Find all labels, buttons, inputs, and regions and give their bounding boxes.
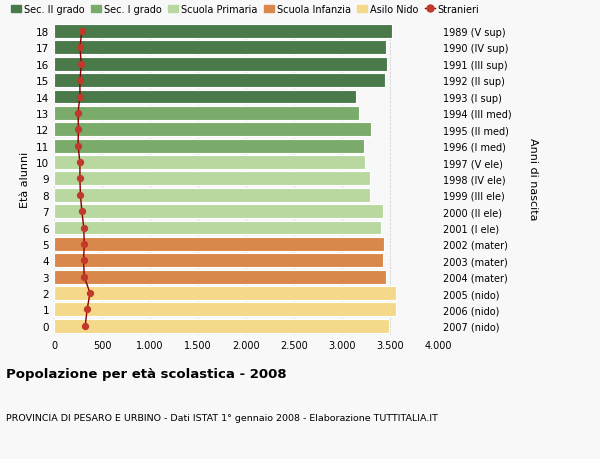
Point [75,94,85,101]
Point [77,28,86,36]
Point [74,126,83,134]
Bar [54,90,356,104]
Point [80,322,90,330]
Point [73,143,83,150]
Bar [54,123,371,137]
Y-axis label: Anni di nascita: Anni di nascita [528,138,538,220]
Bar [54,188,370,202]
Bar [54,270,386,284]
Bar [54,106,359,121]
Bar [54,205,383,218]
Bar [54,74,385,88]
Bar [54,172,370,186]
Point [75,175,85,183]
Point [85,290,95,297]
Bar [54,303,396,317]
Point [73,110,83,118]
Bar [54,41,386,55]
Text: PROVINCIA DI PESARO E URBINO - Dati ISTAT 1° gennaio 2008 - Elaborazione TUTTITA: PROVINCIA DI PESARO E URBINO - Dati ISTA… [6,413,438,422]
Point [79,224,89,232]
Y-axis label: Età alunni: Età alunni [20,151,31,207]
Point [77,61,86,68]
Legend: Sec. II grado, Sec. I grado, Scuola Primaria, Scuola Infanzia, Asilo Nido, Stran: Sec. II grado, Sec. I grado, Scuola Prim… [11,5,479,15]
Point [77,208,86,215]
Point [75,77,85,84]
Point [79,257,88,264]
Point [79,241,89,248]
Point [82,306,92,313]
Bar [54,319,389,333]
Bar [54,58,387,72]
Point [75,45,85,52]
Point [75,159,85,166]
Bar [54,237,384,252]
Bar [54,25,392,39]
Point [76,192,85,199]
Bar [54,254,383,268]
Bar [54,156,365,170]
Bar [54,221,382,235]
Bar [54,140,364,153]
Point [79,274,89,281]
Text: Popolazione per età scolastica - 2008: Popolazione per età scolastica - 2008 [6,367,287,380]
Bar [54,286,396,300]
